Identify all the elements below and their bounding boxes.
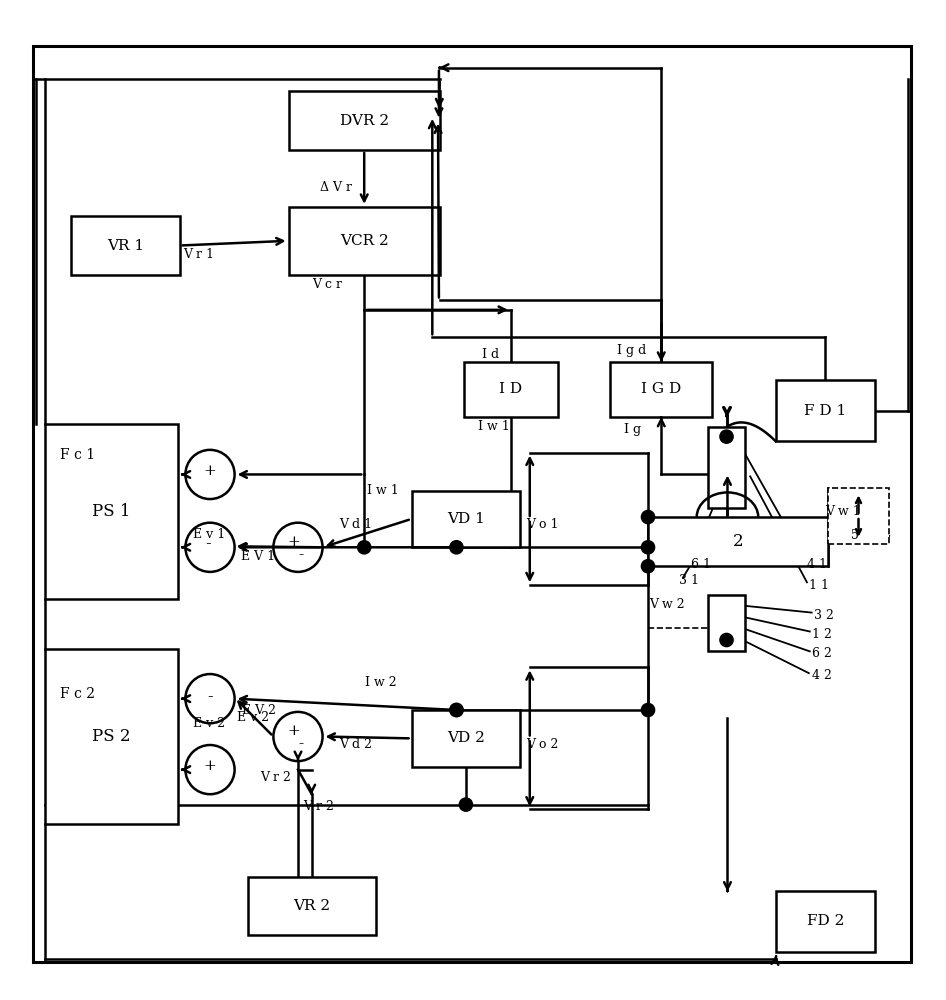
Circle shape (450, 703, 464, 717)
Circle shape (450, 541, 464, 554)
Text: Δ V r: Δ V r (320, 181, 352, 194)
Text: 3 2: 3 2 (814, 609, 833, 622)
Bar (45, 649, 178, 824)
Text: 6 1: 6 1 (691, 558, 710, 571)
Circle shape (358, 541, 371, 554)
Text: 4 1: 4 1 (807, 558, 827, 571)
Text: E v 1: E v 1 (193, 528, 225, 541)
Text: -: - (205, 535, 211, 552)
Bar (776, 380, 875, 441)
Bar (708, 427, 745, 508)
Bar (708, 595, 745, 651)
Bar (248, 877, 376, 935)
Text: V o 1: V o 1 (526, 518, 558, 531)
Circle shape (459, 798, 472, 811)
Bar (289, 207, 440, 275)
Text: +: + (287, 724, 300, 738)
Text: PS 1: PS 1 (93, 503, 131, 520)
Text: E V 1: E V 1 (241, 550, 275, 563)
Text: +: + (203, 759, 217, 773)
Text: +: + (287, 535, 300, 549)
Text: 3 1: 3 1 (679, 574, 699, 587)
Circle shape (720, 430, 733, 443)
Bar (776, 891, 875, 952)
Text: 4 2: 4 2 (812, 669, 832, 682)
Circle shape (450, 703, 464, 717)
Text: I G D: I G D (641, 382, 681, 396)
Circle shape (641, 703, 655, 717)
Text: I w 1: I w 1 (367, 484, 399, 497)
Bar (648, 517, 828, 566)
Text: FD 2: FD 2 (807, 914, 844, 928)
Text: V r 1: V r 1 (184, 248, 215, 261)
Text: VR 2: VR 2 (293, 899, 330, 913)
Text: V d 1: V d 1 (339, 518, 372, 531)
Text: VR 1: VR 1 (107, 239, 144, 253)
Text: -: - (298, 737, 304, 751)
Text: V c r: V c r (312, 278, 342, 291)
Text: VCR 2: VCR 2 (340, 234, 389, 248)
Text: -: - (298, 548, 304, 562)
Circle shape (641, 510, 655, 524)
Text: V r 2: V r 2 (260, 771, 291, 784)
Text: 1 1: 1 1 (809, 579, 829, 592)
Text: I w 2: I w 2 (365, 676, 396, 689)
Bar (464, 362, 558, 417)
Text: 2: 2 (732, 533, 744, 550)
Text: E v 2: E v 2 (193, 717, 225, 730)
Circle shape (641, 560, 655, 573)
Text: E v 2: E v 2 (236, 711, 269, 724)
Text: VD 1: VD 1 (447, 512, 485, 526)
Text: F c 1: F c 1 (60, 448, 95, 462)
Text: 5: 5 (851, 529, 859, 542)
Text: 1 2: 1 2 (812, 628, 832, 641)
Text: V o 2: V o 2 (526, 738, 558, 751)
Text: V r 2: V r 2 (303, 800, 334, 813)
Text: E V 2: E V 2 (242, 704, 276, 717)
Bar (828, 488, 889, 544)
Circle shape (720, 633, 733, 647)
Bar (412, 491, 520, 547)
Text: -: - (207, 688, 213, 705)
Text: 6 2: 6 2 (812, 647, 832, 660)
Text: I g d: I g d (617, 344, 646, 357)
Text: PS 2: PS 2 (93, 728, 131, 745)
Text: F c 2: F c 2 (60, 687, 95, 701)
Text: I d: I d (482, 348, 499, 361)
Text: F D 1: F D 1 (804, 404, 847, 418)
Text: I w 1: I w 1 (478, 420, 510, 433)
Text: +: + (203, 464, 217, 478)
Bar (71, 216, 180, 275)
Bar (610, 362, 712, 417)
Text: VD 2: VD 2 (447, 731, 485, 745)
Bar (45, 424, 178, 599)
Text: V w 1: V w 1 (825, 505, 861, 518)
Text: V d 2: V d 2 (339, 738, 372, 751)
Text: DVR 2: DVR 2 (340, 114, 389, 128)
Bar (412, 710, 520, 767)
Text: V w 2: V w 2 (649, 598, 685, 611)
Text: I D: I D (499, 382, 522, 396)
Bar (289, 91, 440, 150)
Circle shape (641, 541, 655, 554)
Text: I g: I g (624, 423, 641, 436)
